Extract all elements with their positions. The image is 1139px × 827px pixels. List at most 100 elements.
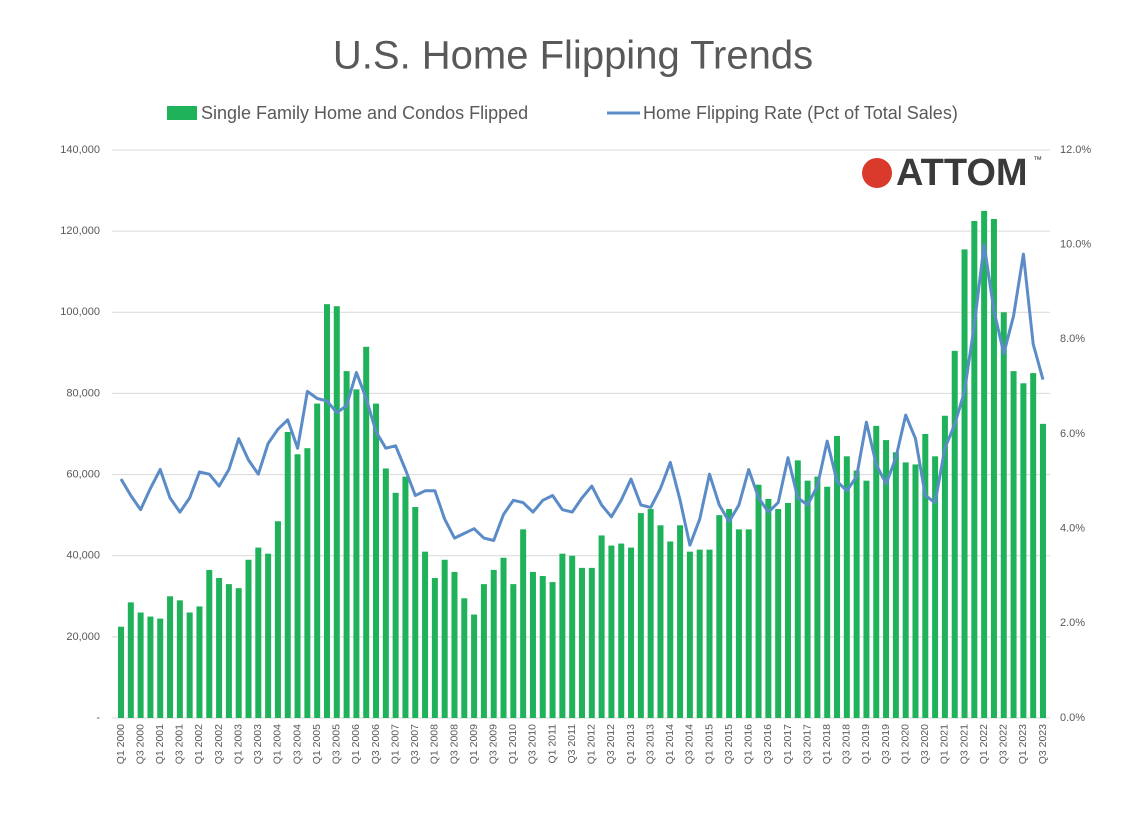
x-tick-label: Q3 2002 (213, 724, 225, 764)
bar (902, 462, 909, 718)
x-tick-label: Q1 2017 (782, 724, 794, 764)
x-tick-label: Q1 2013 (625, 724, 637, 764)
x-tick-label: Q1 2005 (311, 724, 323, 764)
bar (618, 543, 625, 718)
x-tick-label: Q3 2004 (291, 724, 303, 764)
x-tick-label: Q1 2019 (860, 724, 872, 764)
bar (883, 440, 890, 718)
bar (735, 529, 742, 718)
x-tick-label: Q1 2020 (899, 724, 911, 764)
bar (461, 598, 468, 718)
x-tick-label: Q3 2018 (841, 724, 853, 764)
x-tick-label: Q1 2018 (821, 724, 833, 764)
y2-tick-label: 0.0% (1060, 712, 1085, 724)
y2-tick-label: 8.0% (1060, 333, 1085, 345)
bar (529, 571, 536, 718)
bar (637, 513, 644, 718)
logo-text: ATTOM (896, 152, 1028, 194)
bar (539, 576, 546, 718)
bar (941, 415, 948, 718)
x-tick-label: Q3 2019 (880, 724, 892, 764)
bar (990, 218, 997, 718)
x-tick-label: Q3 2003 (252, 724, 264, 764)
x-tick-label: Q1 2022 (978, 724, 990, 764)
bar (510, 584, 517, 718)
y-tick-label: 120,000 (60, 225, 100, 237)
bar (157, 618, 164, 718)
bar (961, 249, 968, 718)
bar (304, 448, 311, 718)
logo: ATTOM ™ (862, 152, 1042, 194)
x-tick-label: Q3 2007 (409, 724, 421, 764)
x-tick-label: Q3 2008 (448, 724, 460, 764)
bar (932, 456, 939, 718)
y-tick-label: 20,000 (66, 631, 100, 643)
x-tick-label: Q1 2001 (154, 724, 166, 764)
bar (716, 515, 723, 718)
y-tick-label: 140,000 (60, 144, 100, 156)
x-tick-label: Q1 2008 (429, 724, 441, 764)
bar (804, 480, 811, 718)
bar (118, 626, 124, 718)
legend-swatch (167, 106, 197, 120)
bar (745, 529, 752, 718)
bar (1000, 312, 1007, 718)
x-tick-label: Q3 2012 (605, 724, 617, 764)
bar (667, 541, 674, 718)
bar (598, 535, 605, 718)
x-tick-label: Q1 2016 (743, 724, 755, 764)
bar (147, 616, 154, 718)
logo-tm: ™ (1033, 154, 1042, 164)
y2-tick-label: 12.0% (1060, 144, 1091, 156)
bar (843, 456, 850, 718)
x-tick-label: Q3 2000 (134, 724, 146, 764)
bar (314, 403, 321, 718)
x-tick-label: Q1 2004 (272, 724, 284, 764)
bar (353, 389, 360, 718)
x-tick-label: Q3 2022 (998, 724, 1010, 764)
y2-tick-label: 6.0% (1060, 428, 1085, 440)
bar (981, 210, 988, 718)
bar (1030, 373, 1037, 718)
x-tick-label: Q3 2001 (174, 724, 186, 764)
x-tick-label: Q3 2015 (723, 724, 735, 764)
y2-tick-label: 10.0% (1060, 239, 1091, 251)
y-tick-label: - (96, 712, 100, 724)
y-tick-label: 40,000 (66, 550, 100, 562)
bar (579, 567, 585, 718)
bar (794, 460, 801, 718)
bar (382, 468, 389, 718)
bar (608, 545, 615, 718)
bar (765, 498, 772, 718)
x-tick-label: Q3 2014 (684, 724, 696, 764)
bar (588, 567, 595, 718)
x-tick-label: Q1 2006 (350, 724, 362, 764)
x-tick-label: Q3 2021 (958, 724, 970, 764)
bar (412, 507, 419, 718)
bar (628, 547, 635, 718)
bar (549, 582, 556, 718)
bar (490, 569, 497, 718)
x-tick-label: Q3 2005 (331, 724, 343, 764)
y2-tick-label: 2.0% (1060, 617, 1085, 629)
bar (657, 525, 664, 718)
bar (451, 571, 458, 718)
bar (647, 509, 654, 718)
bar (216, 578, 223, 718)
bar (726, 509, 733, 718)
bar (235, 588, 242, 718)
bar (422, 551, 429, 718)
x-tick-label: Q1 2002 (193, 724, 205, 764)
x-tick-label: Q3 2020 (919, 724, 931, 764)
bar (569, 555, 576, 718)
x-tick-label: Q3 2016 (762, 724, 774, 764)
bar (137, 612, 144, 718)
bar (206, 569, 213, 718)
bar (186, 612, 193, 718)
x-tick-label: Q1 2010 (507, 724, 519, 764)
x-tick-label: Q1 2009 (468, 724, 480, 764)
bar (1020, 383, 1027, 718)
x-tick-label: Q1 2003 (232, 724, 244, 764)
bar (853, 470, 860, 718)
